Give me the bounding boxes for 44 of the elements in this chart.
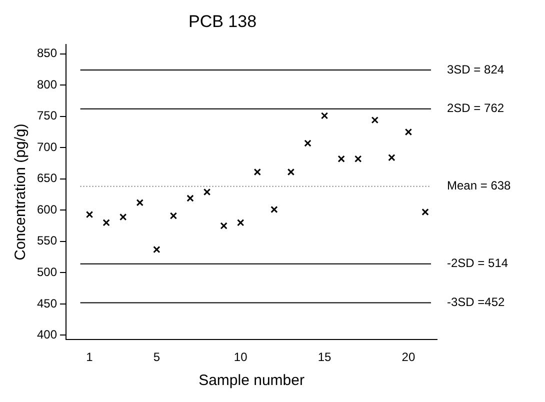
ref-line-label: 3SD = 824 [447, 62, 504, 76]
x-axis-title: Sample number [198, 372, 304, 390]
point [388, 154, 396, 162]
y-tick-label: 850 [36, 46, 58, 60]
y-tick-label: 600 [36, 202, 58, 216]
point [237, 219, 244, 226]
y-tick-label: 500 [36, 264, 58, 279]
point [320, 112, 328, 120]
point [371, 116, 378, 124]
point [153, 246, 160, 254]
point [338, 155, 345, 162]
ref-line-label: Mean = 638 [447, 178, 512, 193]
point [170, 212, 178, 220]
point [220, 222, 228, 230]
y-tick-label: 650 [36, 171, 58, 186]
point [203, 188, 211, 196]
chart-title: PCB 138 [188, 12, 257, 31]
point [404, 128, 412, 136]
ref-line-label: -3SD =452 [447, 295, 506, 310]
ref-line-label: -2SD = 514 [447, 256, 508, 270]
y-tick-label: 800 [36, 77, 58, 92]
point [254, 168, 261, 176]
y-tick-label: 750 [36, 108, 58, 123]
y-axis-title: Concentration (pg/g) [12, 124, 30, 260]
x-tick-label: 15 [318, 350, 332, 364]
point [186, 194, 194, 202]
y-tick-label: 450 [36, 296, 58, 310]
x-tick-label: 5 [153, 350, 160, 364]
point [287, 168, 295, 176]
y-tick-label: 700 [36, 140, 58, 154]
point [304, 140, 312, 147]
point [422, 208, 429, 216]
point [136, 199, 144, 206]
x-tick-label: 10 [234, 350, 248, 364]
point [102, 219, 110, 226]
point [86, 210, 94, 218]
y-tick-label: 400 [36, 328, 58, 342]
x-tick-label: 1 [86, 350, 94, 364]
ref-line-label: 2SD = 762 [447, 101, 504, 116]
point [270, 206, 278, 214]
x-tick-label: 20 [402, 350, 416, 364]
y-tick-label: 550 [36, 234, 58, 248]
point [354, 155, 362, 162]
point [120, 213, 127, 221]
